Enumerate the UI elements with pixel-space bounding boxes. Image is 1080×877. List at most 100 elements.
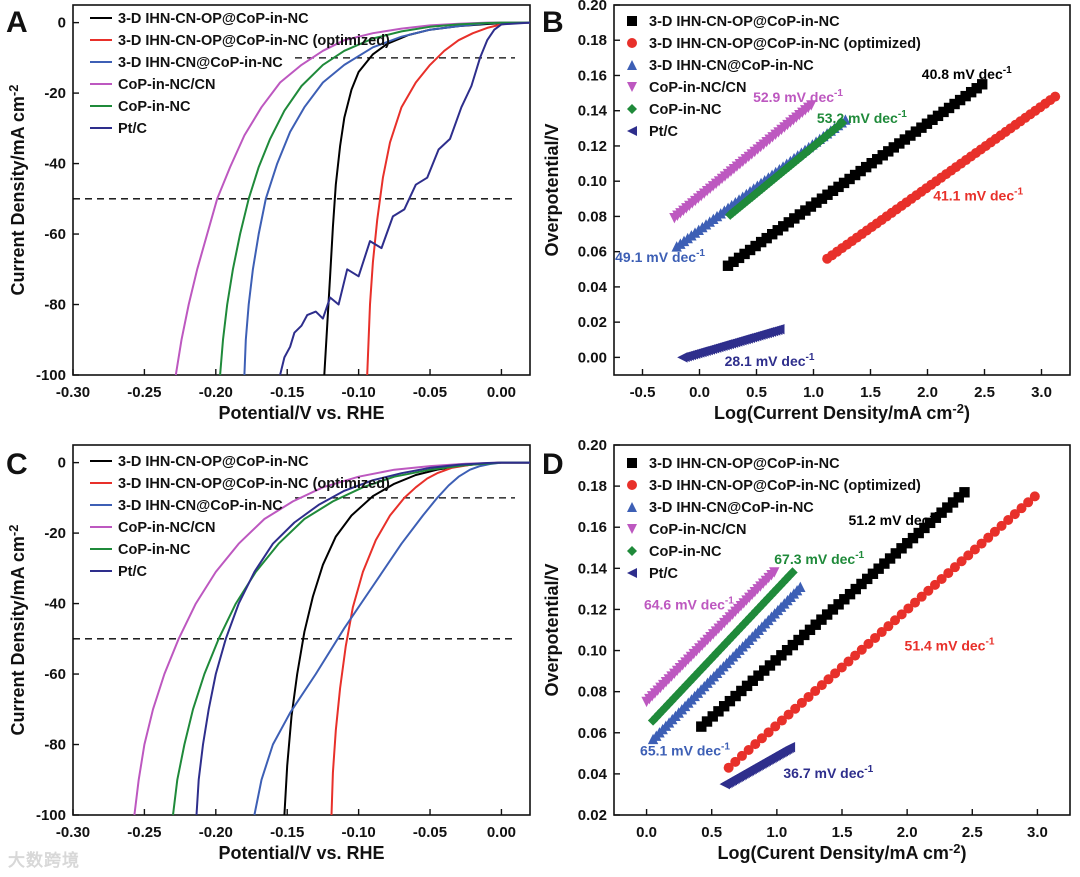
- data-point: [902, 538, 913, 549]
- data-point: [764, 660, 776, 671]
- slope-annotation: 28.1 mV dec-1: [725, 352, 815, 369]
- data-point: [739, 248, 750, 260]
- y-tick-label: 0.16: [578, 519, 607, 536]
- legend-label: 3-D IHN-CN-OP@CoP-in-NC: [118, 11, 309, 27]
- data-point: [732, 625, 744, 636]
- data-point: [784, 570, 795, 581]
- data-point: [810, 686, 821, 697]
- data-point: [954, 94, 966, 106]
- data-point: [759, 665, 770, 676]
- x-axis-label: Log(Current Density/mA cm-2): [714, 401, 970, 423]
- data-point: [783, 217, 794, 228]
- x-tick-label: 1.5: [832, 824, 853, 841]
- data-point: [684, 676, 695, 688]
- y-tick-label: 0.10: [578, 173, 607, 190]
- legend-label: Pt/C: [649, 124, 679, 140]
- data-point: [750, 605, 762, 617]
- y-axis-label: Current Density/mA cm-2: [6, 525, 28, 736]
- data-point: [844, 173, 855, 185]
- x-axis-label: Log(Curent Density/mA cm-2): [718, 841, 967, 863]
- legend-marker: [627, 60, 637, 70]
- data-point: [656, 705, 668, 716]
- data-point: [899, 134, 911, 145]
- data-point: [905, 130, 916, 141]
- y-tick-label: 0.06: [578, 244, 607, 261]
- x-tick-label: 1.0: [803, 384, 824, 401]
- legend-marker: [627, 126, 637, 136]
- data-point: [804, 624, 816, 636]
- x-tick-label: 0.5: [746, 384, 767, 401]
- x-tick-label: 0.00: [487, 824, 516, 841]
- legend-marker: [627, 458, 637, 468]
- data-point: [927, 114, 938, 125]
- data-point: [949, 98, 960, 110]
- data-point: [953, 492, 964, 503]
- y-tick-label: 0.12: [578, 601, 607, 618]
- data-point: [936, 507, 947, 518]
- y-tick-label: 0.02: [578, 807, 607, 824]
- data-point: [767, 229, 778, 240]
- data-point: [724, 695, 736, 707]
- y-tick-label: 0.14: [578, 560, 608, 577]
- data-point: [741, 680, 753, 692]
- x-tick-label: -0.15: [270, 824, 304, 841]
- data-point: [916, 122, 927, 133]
- legend-marker: [627, 82, 637, 92]
- data-point: [850, 583, 861, 595]
- data-point: [795, 581, 806, 593]
- axes-frame: [613, 4, 1071, 376]
- data-point: [862, 573, 873, 585]
- data-point: [747, 675, 758, 686]
- y-tick-label: 0.04: [578, 279, 608, 296]
- data-point: [705, 654, 716, 665]
- data-point: [730, 756, 741, 767]
- data-point: [960, 90, 971, 102]
- data-point: [866, 157, 877, 169]
- data-point: [963, 550, 974, 561]
- data-point: [916, 591, 927, 602]
- data-point: [778, 221, 789, 232]
- data-point: [843, 656, 854, 667]
- data-point: [827, 185, 839, 197]
- data-point: [969, 544, 980, 555]
- slope-annotation: 52.9 mV dec-1: [753, 88, 843, 105]
- data-point: [799, 629, 810, 641]
- slope-annotation: 67.3 mV dec-1: [774, 550, 864, 567]
- data-point: [701, 716, 713, 727]
- data-point: [693, 666, 704, 678]
- data-point: [736, 685, 747, 697]
- legend-marker: [627, 524, 637, 534]
- data-point: [805, 201, 817, 212]
- data-point: [800, 205, 811, 216]
- x-tick-label: 2.5: [962, 824, 983, 841]
- panel-label: D: [542, 448, 564, 481]
- y-tick-label: -40: [44, 156, 66, 173]
- y-axis-label: Current Density/mA cm-2: [6, 85, 28, 296]
- x-tick-label: 0.0: [636, 824, 657, 841]
- axes-frame: [72, 444, 531, 816]
- panel-c: C -0.30 -0.25 -0.20 -0.15 -0.10 -0.05 0.00 0 -20 -…: [6, 444, 531, 863]
- data-point: [971, 83, 982, 94]
- data-point: [666, 695, 677, 707]
- x-tick-label: -0.20: [199, 384, 233, 401]
- data-point: [936, 573, 947, 584]
- data-point: [736, 750, 747, 761]
- data-point: [877, 150, 888, 161]
- x-tick-label: -0.15: [270, 384, 304, 401]
- y-tick-label: -60: [44, 226, 66, 243]
- data-point: [976, 538, 987, 549]
- data-point: [789, 213, 800, 224]
- watermark-text: 大数跨境: [8, 851, 80, 870]
- series-line-red: [366, 21, 530, 376]
- legend-marker: [627, 568, 637, 578]
- data-point: [894, 138, 905, 149]
- data-point: [794, 209, 806, 220]
- panel-b: B -0.5 0.0 0.5 1.0 1.5 2.0 2.5 3.0 0.00 0.02 0.04 0.…: [542, 0, 1071, 423]
- data-point: [989, 526, 1000, 537]
- series-line-magenta: [133, 461, 530, 816]
- data-point: [803, 691, 814, 702]
- y-tick-label: 0.06: [578, 725, 607, 742]
- data-point: [949, 562, 960, 573]
- x-tick-label: 0.5: [701, 824, 722, 841]
